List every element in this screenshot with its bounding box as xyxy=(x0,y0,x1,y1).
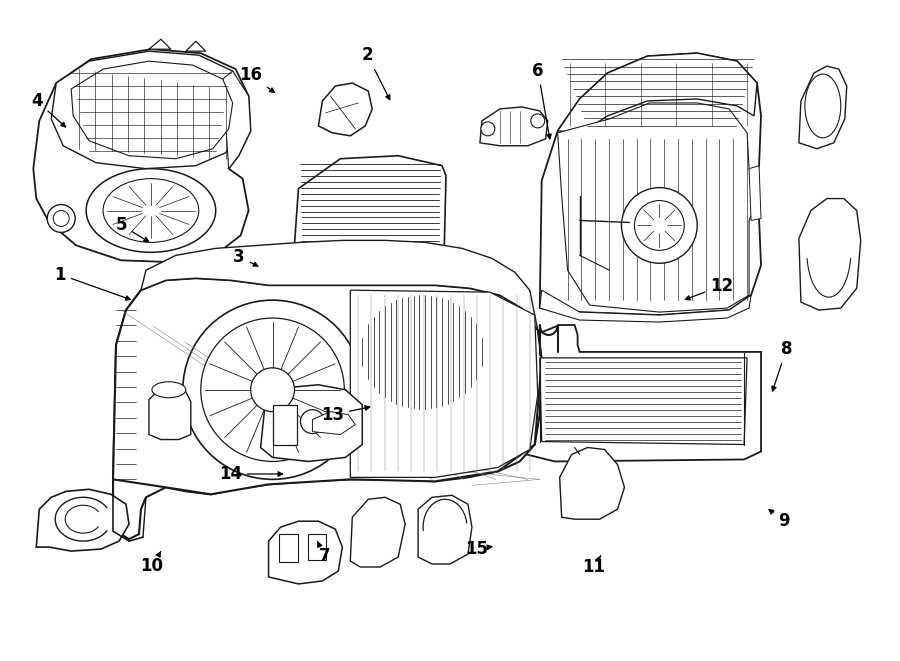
Polygon shape xyxy=(148,39,171,49)
Polygon shape xyxy=(292,156,446,272)
Polygon shape xyxy=(222,71,250,169)
Text: 2: 2 xyxy=(362,46,390,100)
Bar xyxy=(273,405,298,444)
Bar xyxy=(278,534,299,562)
Circle shape xyxy=(360,290,484,414)
Text: 6: 6 xyxy=(532,61,551,139)
Polygon shape xyxy=(515,325,761,461)
Text: 11: 11 xyxy=(582,556,605,576)
Circle shape xyxy=(301,410,324,434)
Polygon shape xyxy=(261,385,363,461)
Polygon shape xyxy=(141,241,537,330)
Polygon shape xyxy=(185,41,206,51)
Text: 12: 12 xyxy=(686,277,733,300)
Ellipse shape xyxy=(380,390,464,426)
Text: 15: 15 xyxy=(465,540,491,558)
Circle shape xyxy=(183,300,363,479)
Polygon shape xyxy=(480,107,548,146)
Text: 14: 14 xyxy=(219,465,283,483)
Text: 1: 1 xyxy=(55,266,130,300)
Polygon shape xyxy=(749,166,761,221)
Text: 8: 8 xyxy=(772,340,792,391)
Polygon shape xyxy=(540,53,761,315)
Text: 7: 7 xyxy=(318,541,330,564)
Polygon shape xyxy=(312,412,356,434)
Text: 9: 9 xyxy=(770,510,789,530)
Polygon shape xyxy=(113,278,542,494)
Polygon shape xyxy=(268,521,342,584)
Circle shape xyxy=(412,398,432,418)
Polygon shape xyxy=(799,198,860,310)
Circle shape xyxy=(373,302,472,402)
Polygon shape xyxy=(33,49,250,262)
Circle shape xyxy=(250,368,294,412)
Polygon shape xyxy=(71,61,233,159)
Polygon shape xyxy=(560,447,625,519)
Text: 16: 16 xyxy=(239,66,274,93)
Ellipse shape xyxy=(104,178,199,243)
Text: 10: 10 xyxy=(140,552,164,575)
Polygon shape xyxy=(540,358,747,444)
Polygon shape xyxy=(558,53,757,133)
Circle shape xyxy=(47,204,76,233)
Polygon shape xyxy=(350,497,405,567)
Polygon shape xyxy=(350,290,537,477)
Polygon shape xyxy=(113,278,542,539)
Polygon shape xyxy=(319,83,373,136)
Polygon shape xyxy=(148,388,191,440)
Polygon shape xyxy=(799,66,847,149)
Ellipse shape xyxy=(86,169,216,253)
Circle shape xyxy=(622,188,698,263)
Circle shape xyxy=(481,122,495,136)
Text: 3: 3 xyxy=(233,248,257,266)
Circle shape xyxy=(634,200,684,251)
Circle shape xyxy=(201,318,345,461)
Text: 13: 13 xyxy=(321,406,370,424)
Ellipse shape xyxy=(805,74,841,137)
Text: 5: 5 xyxy=(115,216,148,241)
Polygon shape xyxy=(540,290,752,322)
Polygon shape xyxy=(418,495,472,564)
Bar xyxy=(309,534,327,560)
Circle shape xyxy=(53,210,69,227)
Ellipse shape xyxy=(152,382,185,398)
Text: 4: 4 xyxy=(32,93,66,127)
Polygon shape xyxy=(558,103,757,312)
Polygon shape xyxy=(36,489,129,551)
Polygon shape xyxy=(51,51,246,169)
Circle shape xyxy=(531,114,544,128)
